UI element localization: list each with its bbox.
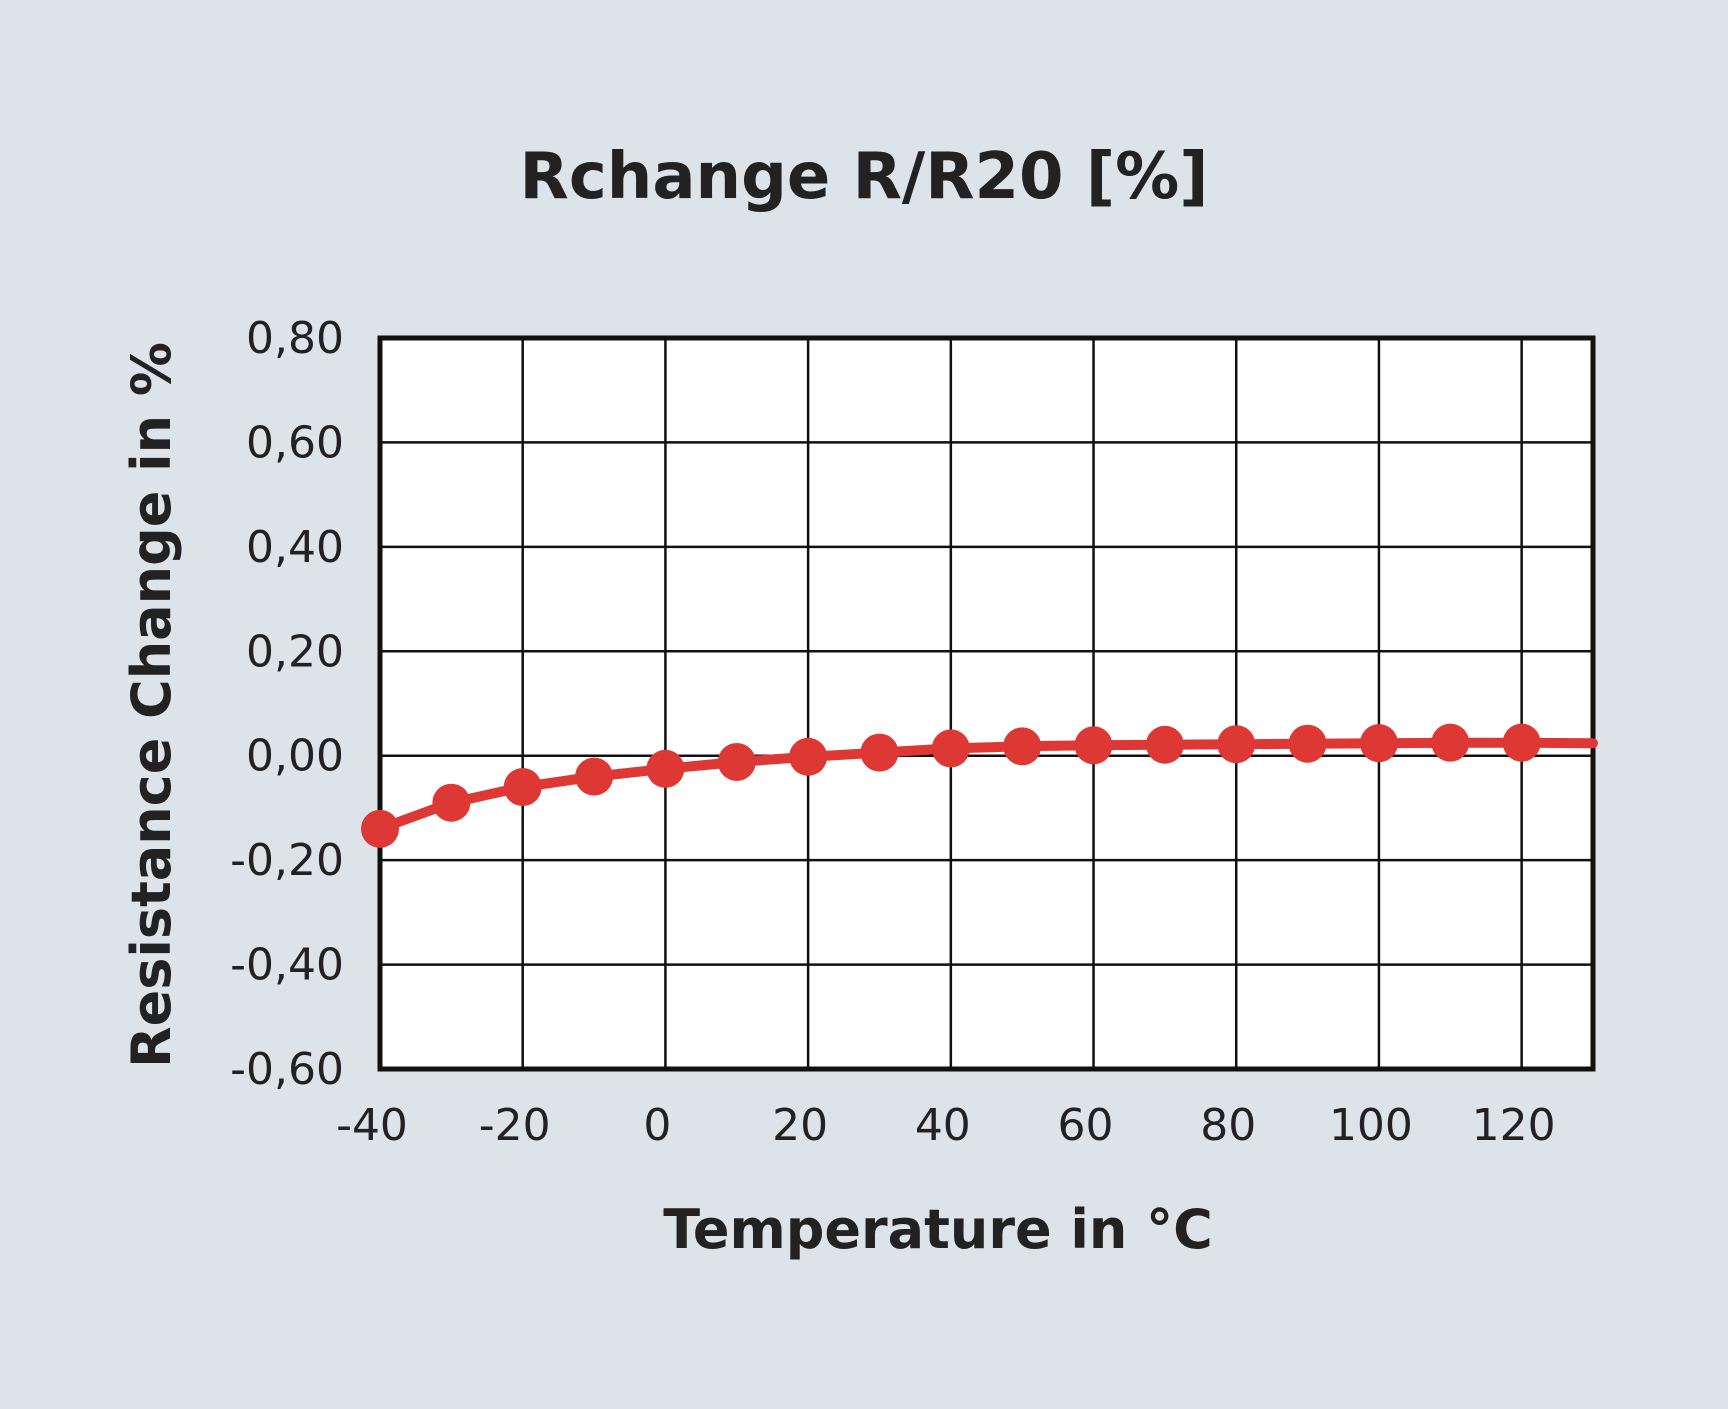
y-tick-label: 0,60 — [246, 417, 344, 468]
data-point — [860, 733, 899, 772]
data-point — [717, 742, 756, 781]
x-tick-label: 80 — [1200, 1100, 1256, 1151]
series-group — [361, 723, 1598, 848]
data-point — [1288, 724, 1327, 763]
data-point — [1502, 723, 1541, 762]
x-tick-label: 100 — [1329, 1100, 1413, 1151]
data-point — [1003, 727, 1042, 766]
y-tick-label: -0,40 — [230, 940, 344, 991]
data-point — [503, 768, 542, 807]
data-point — [789, 737, 828, 776]
data-point — [575, 757, 614, 796]
data-point — [1359, 724, 1398, 763]
x-tick-label: -40 — [336, 1100, 408, 1151]
x-tick-label: 120 — [1472, 1100, 1556, 1151]
x-tick-label: 40 — [915, 1100, 971, 1151]
y-axis-label: Resistance Change in % — [120, 342, 183, 1068]
data-point — [1074, 726, 1113, 765]
data-point — [931, 729, 970, 768]
data-point — [646, 749, 685, 788]
grid — [380, 338, 1593, 1069]
y-tick-label: -0,20 — [230, 835, 344, 886]
data-point — [1145, 725, 1184, 764]
data-point — [1217, 725, 1256, 764]
y-tick-label: 0,40 — [246, 522, 344, 573]
plot-area — [377, 335, 1596, 1072]
x-tick-label: 60 — [1058, 1100, 1114, 1151]
data-point — [432, 783, 471, 822]
data-point — [361, 809, 399, 848]
y-tick-labels: 0,80 0,60 0,40 0,20 0,00 -0,20 -0,40 -0,60 — [230, 313, 344, 1095]
x-tick-label: 20 — [772, 1100, 828, 1151]
y-tick-label: -0,60 — [230, 1044, 344, 1095]
chart-title: Rchange R/R20 [%] — [520, 140, 1209, 214]
x-tick-labels: -40 -20 0 20 40 60 80 100 120 — [336, 1100, 1556, 1151]
x-tick-label: 0 — [643, 1100, 671, 1151]
data-point — [1431, 723, 1470, 762]
y-tick-label: 0,80 — [246, 313, 344, 364]
x-tick-label: -20 — [479, 1100, 551, 1151]
y-tick-label: 0,20 — [246, 626, 344, 677]
x-axis-label: Temperature in °C — [663, 1198, 1213, 1261]
y-tick-label: 0,00 — [246, 731, 344, 782]
